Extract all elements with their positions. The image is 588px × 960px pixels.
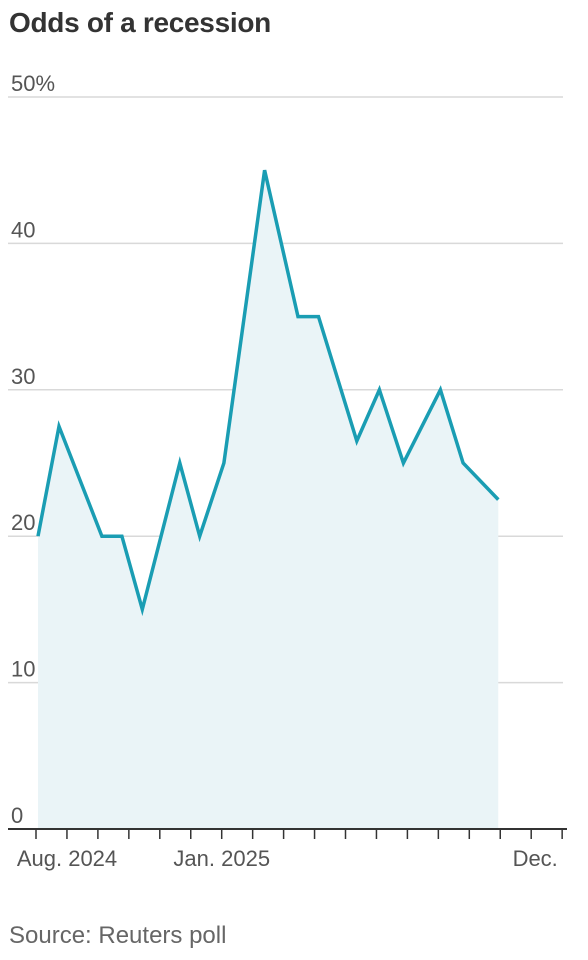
y-tick-label: 40: [11, 217, 35, 242]
x-tick-label: Jan. 2025: [173, 846, 270, 871]
y-tick-label: 30: [11, 364, 35, 389]
chart-title: Odds of a recession: [9, 7, 271, 38]
x-axis: [8, 828, 567, 839]
y-tick-label: 10: [11, 657, 35, 682]
source-note: Source: Reuters poll: [9, 922, 227, 949]
y-tick-label: 50%: [11, 71, 55, 96]
y-tick-label: 20: [11, 510, 35, 535]
series-area-fill: [37, 170, 499, 829]
area-layer: [36, 169, 500, 829]
x-tick-label: Dec.: [513, 846, 558, 871]
x-tick-label: Aug. 2024: [17, 846, 117, 871]
y-tick-label: 0: [11, 803, 23, 828]
axis-labels: 50% 40 30 20 10 0 Aug. 2024 Jan. 2025 Dec.: [11, 71, 558, 871]
